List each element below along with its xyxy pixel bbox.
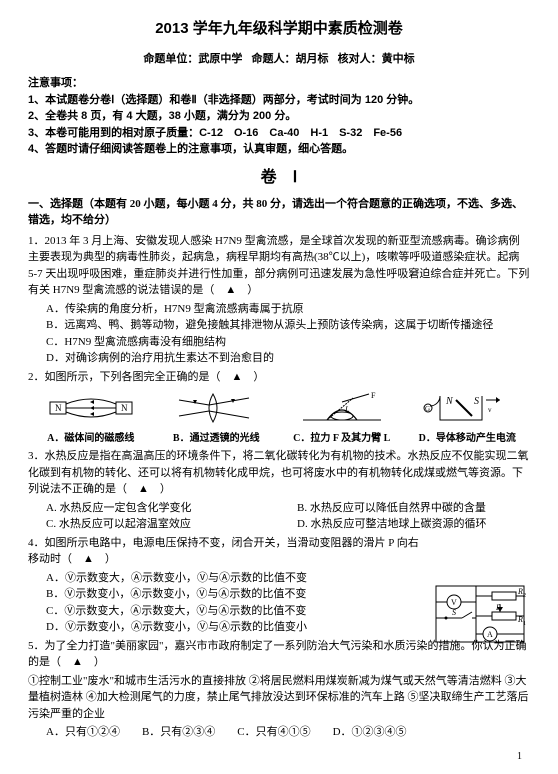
page-number: 1	[517, 749, 522, 764]
q3-option-b: B. 水热反应可以降低自然界中碳的含量	[279, 500, 530, 517]
svg-text:G: G	[425, 405, 430, 413]
q1-option-b: B．远离鸡、鸭、鹅等动物，避免接触其排泄物从源头上预防该传染病，这属于切断传播途…	[28, 317, 530, 334]
q2-figures: N N F L	[28, 389, 530, 427]
notice-item: 1、本试题卷分卷Ⅰ（选择题）和卷Ⅱ（非选择题）两部分，考试时间为 120 分钟。	[28, 92, 530, 109]
svg-text:V: V	[451, 598, 457, 607]
q2-fig-c: F L	[297, 390, 387, 426]
svg-text:S: S	[452, 608, 456, 617]
q5-options: A．只有①②④ B．只有②③④ C．只有④①⑤ D．①②③④⑤	[28, 724, 530, 741]
svg-text:N: N	[445, 396, 454, 407]
question-2: 2．如图所示，下列各图完全正确的是（ ▲ ）	[28, 369, 530, 386]
section-1-heading: 一、选择题（本题有 20 小题，每小题 4 分，共 80 分，请选出一个符合题意…	[28, 196, 530, 229]
notice-item: 4、答题时请仔细阅读答题卷上的注意事项，认真审题，细心答题。	[28, 141, 530, 158]
checker: 黄中标	[382, 53, 415, 65]
author-label: 命题人：	[252, 53, 296, 65]
question-5-body: ①控制工业"废水"和城市生活污水的直接排放 ②将居民燃料用煤炭新减为煤气或天然气…	[28, 673, 530, 723]
exam-subtitle: 命题单位：武原中学 命题人：胡月标 核对人：黄中标	[28, 51, 530, 68]
q2-label-a: A．磁体间的磁感线	[36, 431, 146, 446]
q3-option-c: C. 水热反应可以起溶温室效应	[28, 516, 279, 533]
svg-text:F: F	[371, 391, 376, 400]
notice-item: 3、本卷可能用到的相对原子质量：C-12 O-16 Ca-40 H-1 S-32…	[28, 125, 530, 142]
unit-label: 命题单位：	[143, 53, 198, 65]
q1-option-c: C．H7N9 型禽流感病毒没有细胞结构	[28, 334, 530, 351]
author: 胡月标	[296, 53, 329, 65]
q1-option-d: D．对确诊病例的治疗用抗生素达不到治愈目的	[28, 350, 530, 367]
q2-fig-d: G N S v	[422, 390, 512, 426]
svg-text:S: S	[474, 396, 479, 407]
svg-text:N: N	[121, 403, 128, 413]
q3-option-d: D. 水热反应可整洁地球上碳资源的循环	[279, 516, 530, 533]
svg-text:A: A	[487, 630, 493, 639]
svg-text:P: P	[495, 603, 501, 612]
q2-label-b: B．通过透镜的光线	[161, 431, 271, 446]
question-1: 1．2013 年 3 月上海、安徽发现人感染 H7N9 型禽流感，是全球首次发现…	[28, 233, 530, 299]
q2-label-d: D．导体移动产生电流	[412, 431, 522, 446]
notice-item: 2、全卷共 8 页，有 4 大题，38 小题，满分为 200 分。	[28, 108, 530, 125]
q2-label-c: C．拉力 F 及其力臂 L	[287, 431, 397, 446]
q4-circuit-diagram: V S R2 P R1 A	[432, 582, 528, 646]
checker-label: 核对人：	[338, 53, 382, 65]
exam-title: 2013 学年九年级科学期中素质检测卷	[28, 18, 530, 41]
question-4: 4．如图所示电路中，电源电压保持不变，闭合开关，当滑动变阻器的滑片 P 向右移动…	[28, 535, 530, 568]
svg-text:N: N	[55, 403, 62, 413]
svg-text:v: v	[488, 406, 492, 414]
q2-labels: A．磁体间的磁感线 B．通过透镜的光线 C．拉力 F 及其力臂 L D．导体移动…	[28, 431, 530, 446]
notice-heading: 注意事项：	[28, 75, 530, 92]
juan-heading: 卷 Ⅰ	[28, 166, 530, 190]
question-3: 3．水热反应是指在高温高压的环境条件下，将二氧化碳转化为有机物的技术。水热反应不…	[28, 448, 530, 498]
q1-option-a: A．传染病的角度分析，H7N9 型禽流感病毒属于抗原	[28, 301, 530, 318]
q2-fig-b	[171, 390, 261, 426]
q3-option-a: A. 水热反应一定包含化学变化	[28, 500, 279, 517]
q2-fig-a: N N	[46, 390, 136, 426]
unit: 武原中学	[198, 53, 242, 65]
